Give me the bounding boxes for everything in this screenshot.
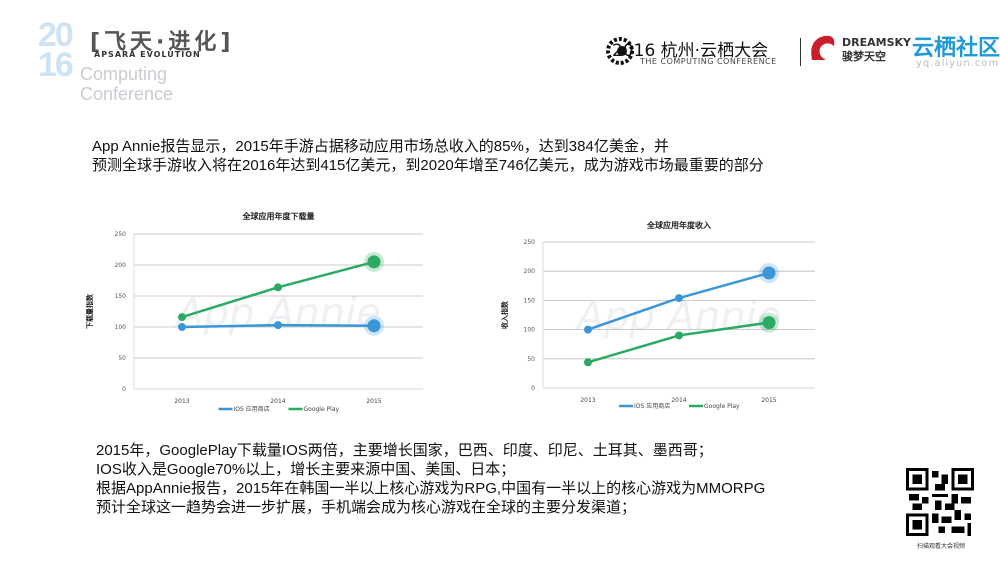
logo-year: 20 16 — [38, 16, 74, 84]
data-point — [367, 255, 381, 269]
data-point — [584, 325, 592, 334]
x-tick-label: 2013 — [174, 398, 189, 405]
chart-downloads: 全球应用年度下载量 App Annie 0 50 100 150 200 250 下载量指数 20… — [85, 211, 423, 413]
logo-title: [飞天·进化] — [90, 30, 235, 55]
data-point — [274, 283, 282, 292]
y-tick-label: 0 — [122, 386, 126, 393]
qr-caption: 扫描观看大会视频 — [916, 543, 965, 550]
data-point — [274, 321, 282, 330]
summary-line: 根据AppAnnie报告，2015年在韩国一半以上核心游戏为RPG,中国有一半以… — [96, 480, 766, 497]
data-point — [762, 266, 776, 280]
divider — [800, 38, 801, 66]
y-tick-label: 150 — [115, 293, 127, 300]
community-url: yq.aliyun.com — [916, 58, 1000, 69]
legend-label: IOS 应用商店 — [234, 405, 270, 413]
data-point — [367, 319, 381, 333]
conference-subtitle: THE COMPUTING CONFERENCE — [640, 57, 777, 66]
summary-line: 2015年，GooglePlay下载量IOS两倍，主要增长国家，巴西、印度、印尼… — [96, 442, 713, 459]
x-tick-label: 2013 — [580, 397, 595, 404]
legend-label: IOS 应用商店 — [634, 402, 670, 410]
logo-year-bottom: 16 — [38, 46, 74, 84]
y-tick-label: 200 — [524, 268, 536, 275]
y-axis-label: 收入指数 — [500, 300, 509, 329]
y-tick-label: 200 — [115, 262, 127, 269]
logo-year-top: 20 — [38, 16, 74, 54]
partner-logo: DREAMSKY 骏梦天空 — [842, 36, 911, 63]
data-point — [675, 331, 683, 340]
y-axis-label: 下载量指数 — [85, 293, 94, 329]
x-tick-label: 2015 — [761, 397, 776, 404]
x-tick-label: 2015 — [366, 398, 381, 405]
watermark: App Annie — [173, 291, 381, 337]
summary-text: 2015年，GooglePlay下载量IOS两倍，主要增长国家，巴西、印度、印尼… — [96, 441, 765, 517]
community-logo: 云栖社区 — [912, 36, 1000, 61]
intro-line: App Annie报告显示，2015年手游占据移动应用市场总收入的85%，达到3… — [92, 138, 669, 155]
qr-code-icon — [906, 468, 974, 536]
y-tick-label: 50 — [527, 356, 535, 363]
chart-title: 全球应用年度下载量 — [242, 211, 315, 221]
intro-text: App Annie报告显示，2015年手游占据移动应用市场总收入的85%，达到3… — [92, 137, 764, 175]
data-point — [762, 316, 776, 330]
y-tick-label: 250 — [115, 231, 127, 238]
y-tick-label: 100 — [115, 324, 127, 331]
y-tick-label: 100 — [524, 327, 536, 334]
summary-line: 预计全球这一趋势会进一步扩展，手机端会成为核心游戏在全球的主要分发渠道； — [96, 499, 637, 516]
x-tick-label: 2014 — [671, 397, 686, 404]
y-tick-label: 250 — [524, 239, 536, 246]
legend-label: Google Play — [304, 406, 340, 413]
logo-faded-1: Computing — [80, 64, 168, 84]
intro-line: 预测全球手游收入将在2016年达到415亿美元，到2020年增至746亿美元，成… — [92, 157, 764, 174]
y-tick-label: 150 — [524, 297, 536, 304]
conference-logo-icon — [606, 37, 634, 65]
dreamsky-logo-icon — [811, 35, 835, 60]
conference-title: 2016 杭州·云栖大会 — [612, 41, 769, 61]
x-tick-label: 2014 — [270, 398, 285, 405]
logo-subtitle: APSARA EVOLUTION — [94, 50, 201, 59]
data-point — [178, 323, 186, 331]
y-tick-label: 0 — [531, 385, 535, 392]
legend-label: Google Play — [704, 403, 740, 410]
data-point — [584, 358, 592, 367]
logo-faded-2: Conference — [80, 84, 174, 104]
y-tick-label: 50 — [118, 355, 126, 362]
chart-title: 全球应用年度收入 — [646, 220, 711, 230]
data-point — [178, 313, 186, 322]
data-point — [675, 294, 683, 303]
summary-line: IOS收入是Google70%以上，增长主要来源中国、美国、日本； — [96, 461, 516, 478]
